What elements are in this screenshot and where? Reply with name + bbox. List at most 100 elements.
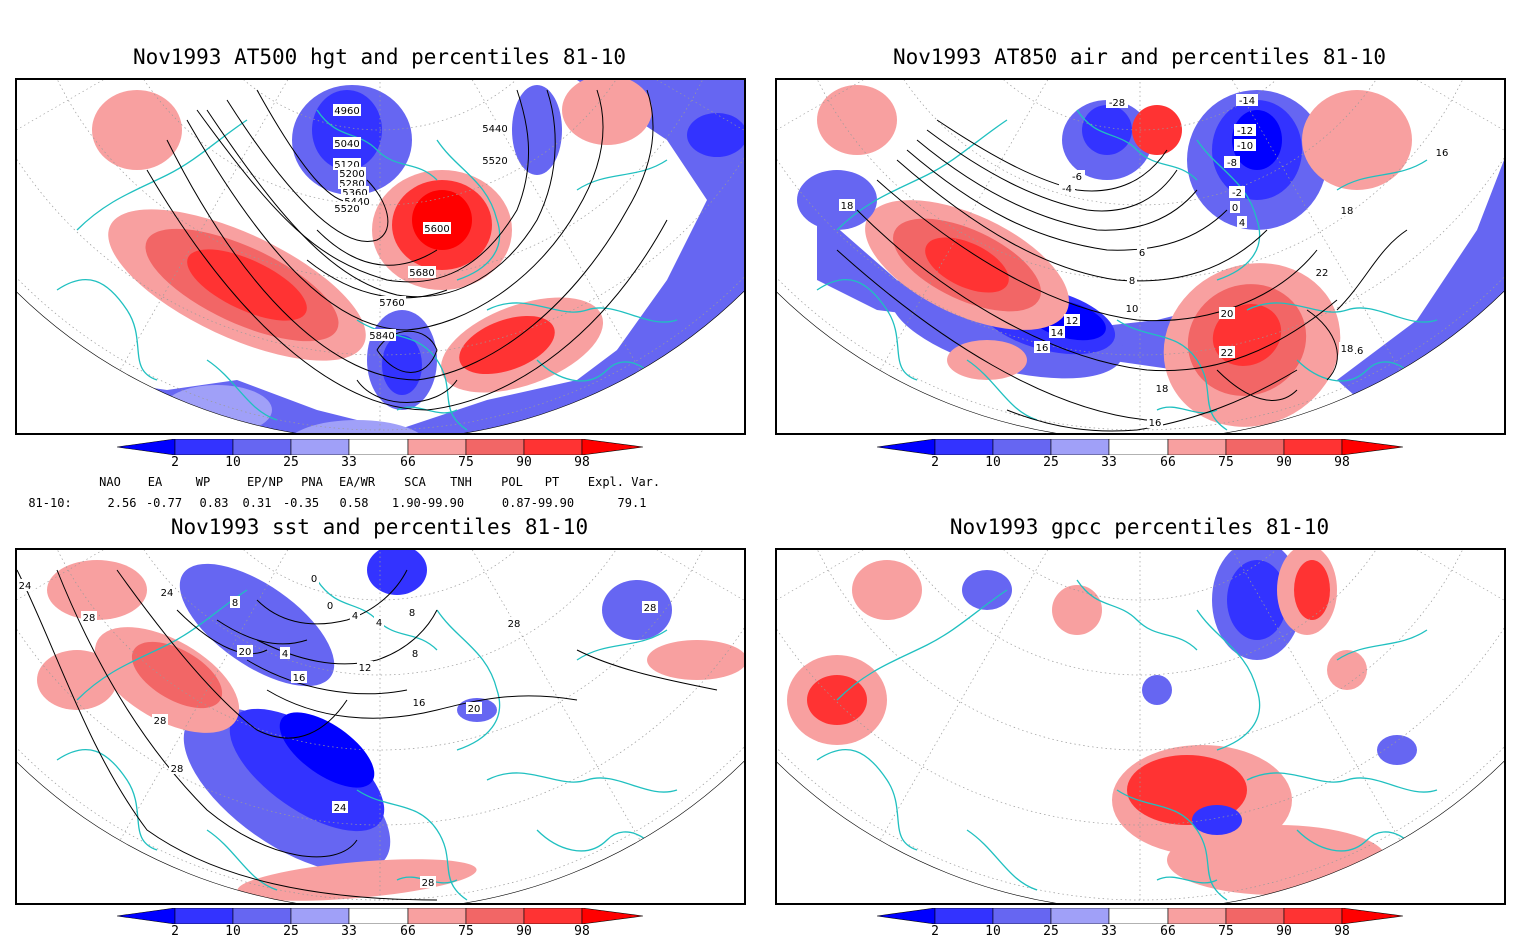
contour-line	[246, 659, 408, 695]
svg-text:12: 12	[359, 663, 372, 674]
colorbar-tick-label: 66	[400, 455, 416, 470]
anomaly-region	[279, 712, 375, 788]
contour-label: 24	[17, 579, 33, 592]
index-value: 1.90-99.90	[391, 496, 465, 510]
colorbar-tick-label: 10	[985, 455, 1001, 470]
svg-text:18: 18	[1156, 384, 1169, 395]
index-header: SCA	[404, 475, 426, 489]
coastlines	[56, 109, 678, 431]
coastline	[1196, 609, 1261, 751]
contour-label: -10	[1234, 139, 1256, 152]
contour-label: 12	[357, 661, 373, 674]
coastlines	[816, 109, 1438, 431]
hemisphere-mask	[777, 550, 1504, 903]
contour-label: 4	[350, 609, 360, 622]
colorbar-tick-label: 2	[171, 455, 179, 470]
contour-label: 5680	[408, 266, 436, 279]
panel-title-gpcc: Nov1993 gpcc percentiles 81-10	[949, 515, 1330, 539]
svg-text:-4: -4	[1062, 184, 1072, 195]
contour-label: 5520	[481, 154, 509, 167]
coastline	[486, 302, 678, 323]
contour-line	[926, 129, 1178, 212]
svg-text:5520: 5520	[334, 204, 359, 215]
anomaly-region	[1327, 650, 1367, 690]
contour-label: -6	[1069, 170, 1085, 183]
contour-label: -28	[1106, 96, 1128, 109]
contour-label: 28	[642, 601, 658, 614]
anomaly-region	[817, 85, 897, 155]
index-header: NAO	[99, 475, 121, 489]
anomaly-region	[131, 641, 223, 709]
contour-line	[256, 569, 408, 625]
svg-text:4: 4	[376, 618, 382, 629]
colorbar-tick-label: 98	[574, 924, 590, 939]
svg-text:18: 18	[841, 201, 854, 212]
anomaly-region	[1052, 585, 1102, 635]
colorbar-tick-label: 66	[400, 924, 416, 939]
coastline	[486, 772, 678, 793]
coastline	[56, 749, 158, 851]
colorbar-swatch	[174, 438, 234, 456]
contour-label: -2	[1229, 186, 1245, 199]
svg-text:28: 28	[422, 878, 435, 889]
svg-text:28: 28	[508, 619, 521, 630]
contour-label: 6	[1137, 246, 1147, 259]
contour-label: 4960	[333, 104, 361, 117]
colorbar-swatch	[523, 907, 583, 925]
colorbar-swatch	[1108, 907, 1169, 925]
contour-line	[916, 139, 1198, 231]
index-header: EA/WR	[338, 475, 376, 489]
anomaly-region	[962, 570, 1012, 610]
anomaly-region	[1142, 675, 1172, 705]
contour-label: 16	[1434, 146, 1450, 159]
latitude-circle	[243, 550, 517, 601]
contour-line	[876, 179, 1318, 322]
graticule	[777, 550, 1504, 903]
contour-line	[17, 569, 438, 901]
index-value: 79.1	[617, 496, 647, 510]
anomaly-region	[925, 237, 1009, 293]
svg-text:20: 20	[239, 647, 252, 658]
contour-label: 4	[374, 616, 384, 629]
colorbar-swatch	[1225, 438, 1285, 456]
svg-text:14: 14	[1051, 328, 1064, 339]
coastline	[816, 749, 918, 851]
anomaly-region	[229, 708, 385, 832]
index-header: PNA	[301, 475, 323, 489]
coastline	[816, 279, 918, 381]
svg-text:-10: -10	[1237, 141, 1253, 152]
colorbar-swatch	[1050, 907, 1110, 925]
colorbar-air850: 2 10 25 33 66 75 90 98	[876, 438, 1404, 471]
contour-label: 28	[420, 876, 436, 889]
contour-line	[256, 609, 438, 665]
colorbar-tick-label: 75	[1218, 455, 1234, 470]
svg-text:8: 8	[232, 598, 238, 609]
svg-text:5120: 5120	[334, 160, 359, 171]
colorbar-tick-label: 25	[1043, 455, 1059, 470]
coastline	[1336, 159, 1428, 191]
contour-lines	[146, 89, 668, 411]
svg-text:-8: -8	[1227, 158, 1237, 169]
hemisphere-mask	[777, 80, 1504, 433]
contour-label: 5840	[368, 329, 396, 342]
index-header: TNH	[450, 475, 472, 489]
contour-label: 5600	[423, 222, 451, 235]
coastline	[1196, 139, 1261, 281]
anomaly-region	[512, 85, 562, 175]
colorbar-swatch	[1167, 907, 1227, 925]
graticule	[17, 550, 744, 903]
svg-text:18: 18	[1341, 206, 1354, 217]
coastline	[1246, 772, 1438, 793]
contour-line	[56, 569, 358, 858]
contour-label: 18	[1154, 382, 1170, 395]
contour-line	[206, 89, 556, 298]
colorbar-tick-label: 90	[516, 924, 532, 939]
svg-text:0: 0	[327, 601, 333, 612]
contour-line	[166, 89, 654, 381]
map-air850: -28 -14 -12 -10 -8 -6 -4 -2 0 4 6 8 10 12 14 16 18 16 18 20…	[775, 78, 1506, 435]
contour-label: 14	[1049, 326, 1065, 339]
colorbar-hgt500: 2 10 25 33 66 75 90 98	[116, 438, 644, 471]
svg-text:22: 22	[1316, 268, 1329, 279]
index-value: -0.77	[145, 496, 183, 510]
anomaly-region	[412, 190, 472, 250]
